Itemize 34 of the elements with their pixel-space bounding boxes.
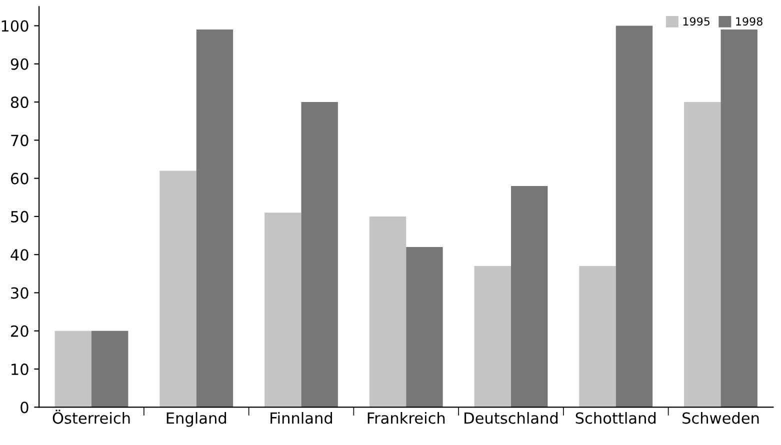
y-tick-label: 40 (10, 249, 28, 261)
x-tick-label: Schottland (576, 412, 656, 424)
bar (474, 266, 511, 408)
y-tick-label: 10 (12, 364, 28, 376)
bar (406, 246, 443, 408)
bar (579, 266, 616, 408)
bar (510, 186, 548, 408)
bar (720, 30, 758, 408)
bar (616, 26, 653, 408)
y-tick-label: 90 (10, 58, 28, 70)
y-tick-label: 50 (11, 210, 28, 222)
legend-label: 1998 (736, 17, 762, 26)
y-tick-label: 100 (2, 20, 28, 32)
x-tick-label: Schweden (682, 412, 759, 424)
bar (684, 102, 721, 408)
x-tick-label: Deutschland (464, 412, 558, 424)
x-tick-label: Frankreich (368, 412, 445, 424)
bar (160, 170, 196, 408)
legend-label: 1995 (683, 17, 710, 26)
y-tick-label: 0 (20, 402, 28, 414)
bar (264, 212, 302, 408)
bar (91, 330, 128, 408)
y-tick-label: 80 (10, 96, 28, 108)
bar (301, 102, 338, 408)
x-tick-label: England (166, 412, 226, 427)
bar (54, 330, 92, 408)
bar (369, 216, 406, 408)
y-tick-label: 70 (11, 134, 28, 146)
y-tick-label: 20 (11, 325, 28, 337)
x-tick-label: Österreich (52, 410, 130, 424)
bar (196, 30, 234, 408)
y-tick-label: 60 (10, 172, 28, 184)
x-tick-label: Finnland (270, 412, 332, 424)
y-tick-label: 30 (11, 287, 28, 299)
